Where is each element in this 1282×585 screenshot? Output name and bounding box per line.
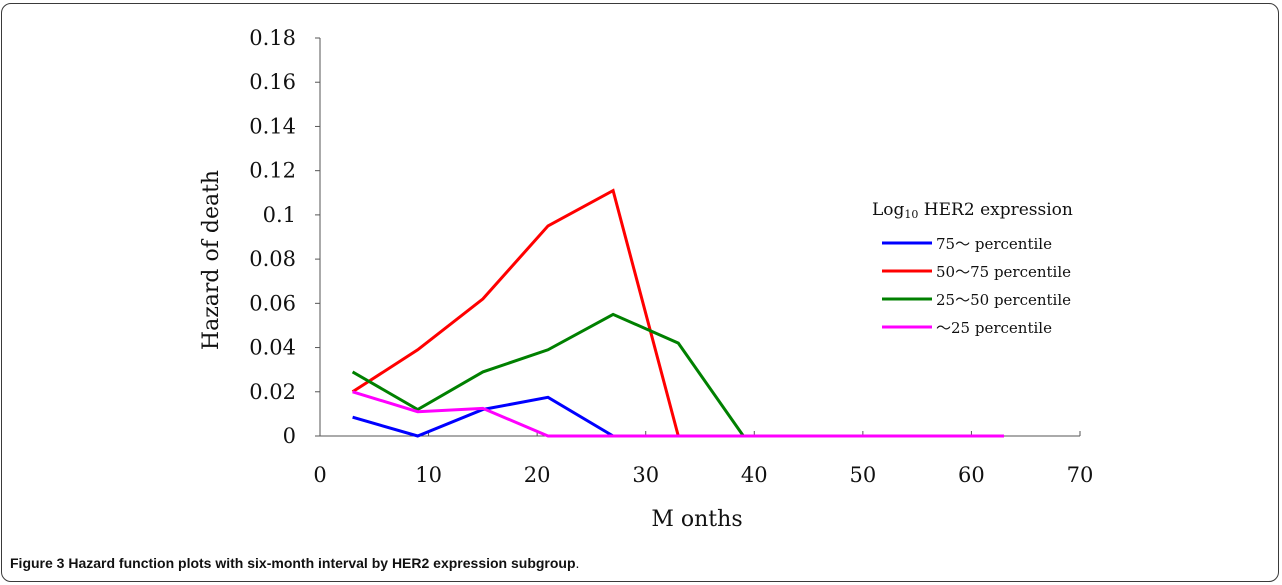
y-tick-label: 0.1 — [263, 203, 296, 227]
caption-end: . — [575, 555, 580, 571]
y-tick-label: 0.18 — [249, 26, 296, 50]
y-tick-label: 0.04 — [249, 336, 296, 360]
legend: Log10 HER2 expression 75～ percentile 50～7… — [872, 200, 1073, 337]
legend-label: 25～50 percentile — [936, 291, 1071, 309]
x-tick-label: 0 — [313, 463, 326, 487]
series-lines — [351, 188, 1004, 438]
legend-title-main: Log — [872, 200, 905, 220]
y-tick-label: 0.08 — [249, 247, 296, 271]
x-tick-label: 10 — [415, 463, 442, 487]
y-tick-label: 0.16 — [249, 70, 296, 94]
x-tick-label: 20 — [524, 463, 551, 487]
figure-caption: Figure 3 Hazard function plots with six-… — [10, 555, 579, 571]
y-tick-label: 0.02 — [249, 380, 296, 404]
x-tick-labels: 0 10 20 30 40 50 60 70 — [313, 463, 1093, 487]
y-tick-label: 0.06 — [249, 291, 296, 315]
legend-title-rest: HER2 expression — [918, 200, 1072, 220]
y-tick-label: 0 — [283, 424, 296, 448]
legend-label: ～25 percentile — [936, 319, 1052, 337]
y-axis-title: Hazard of death — [199, 170, 224, 350]
x-tick-label: 40 — [741, 463, 768, 487]
legend-title-subscript: 10 — [904, 208, 918, 221]
x-tick-label: 50 — [849, 463, 876, 487]
legend-title: Log10 HER2 expression — [872, 200, 1073, 221]
x-axis-title: M onths — [651, 507, 742, 532]
y-tick-labels: 0 0.02 0.04 0.06 0.08 0.1 0.12 0.14 0.16 0.18 — [249, 26, 296, 448]
legend-label: 75～ percentile — [936, 235, 1052, 253]
series-line-3 — [351, 312, 745, 437]
y-tick-label: 0.12 — [249, 159, 296, 183]
legend-label: 50～75 percentile — [936, 263, 1071, 281]
y-tick-label: 0.14 — [249, 114, 296, 138]
x-tick-label: 60 — [958, 463, 985, 487]
x-tick-label: 30 — [632, 463, 659, 487]
x-tick-label: 70 — [1067, 463, 1094, 487]
caption-text: Hazard function plots with six-month int… — [68, 555, 576, 571]
series-line-2 — [351, 188, 680, 437]
series-line-4 — [352, 390, 1004, 438]
caption-label: Figure 3 — [10, 555, 65, 571]
